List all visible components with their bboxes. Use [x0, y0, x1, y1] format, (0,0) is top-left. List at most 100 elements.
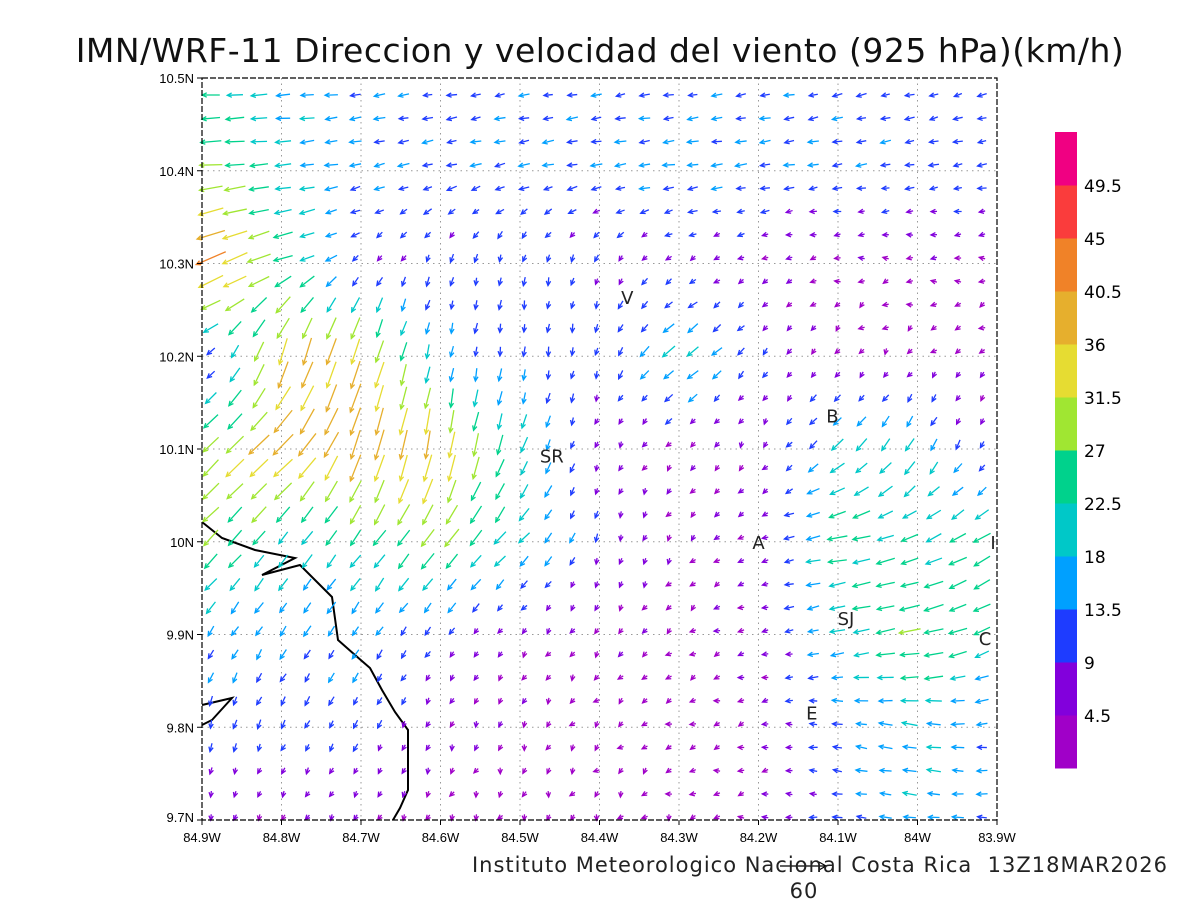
wind-vector-head	[349, 561, 356, 569]
wind-vector	[713, 534, 720, 541]
wind-vector-shaft	[474, 322, 479, 334]
wind-vector	[247, 275, 270, 287]
wind-vector-head	[881, 231, 888, 238]
wind-vector-shaft	[350, 360, 361, 389]
wind-vector	[954, 348, 961, 355]
wind-vector	[494, 92, 505, 98]
wind-vector	[663, 231, 673, 238]
wind-vector-shaft	[303, 602, 312, 613]
wind-vector-shaft	[374, 504, 386, 525]
wind-vector-head	[256, 654, 262, 661]
wind-vector	[664, 393, 674, 403]
wind-vector-shaft	[425, 430, 431, 459]
wind-vector	[324, 455, 339, 481]
wind-vector-head	[375, 607, 381, 614]
wind-vector	[758, 162, 771, 168]
wind-vector-shaft	[199, 163, 223, 166]
wind-vector-head	[546, 721, 552, 729]
wind-vector-head	[686, 162, 693, 168]
wind-vector-head	[207, 630, 213, 638]
wind-vector-head	[712, 768, 720, 774]
wind-vector-head	[495, 493, 501, 501]
wind-vector	[589, 162, 603, 168]
wind-vector-shaft	[495, 506, 506, 523]
wind-vector-shaft	[901, 676, 919, 679]
wind-vector-head	[521, 674, 528, 681]
wind-vector	[905, 208, 914, 215]
wind-vector-head	[593, 373, 600, 380]
wind-vector-head	[761, 464, 768, 471]
wind-vector-head	[785, 278, 792, 284]
wind-vector	[569, 323, 576, 334]
wind-vector-head	[545, 421, 551, 429]
wind-vector-head	[974, 514, 981, 520]
wind-vector	[784, 628, 794, 634]
wind-vector	[782, 162, 795, 168]
wind-vector-head	[805, 581, 812, 588]
wind-vector-head	[231, 653, 237, 660]
wind-vector	[664, 255, 672, 261]
wind-vector-shaft	[760, 93, 770, 97]
wind-vector	[498, 721, 504, 729]
wind-vector-shaft	[421, 552, 435, 570]
wind-vector-head	[829, 490, 836, 496]
wind-vector	[229, 578, 241, 592]
wind-vector-head	[663, 231, 671, 238]
wind-vector-head	[808, 185, 815, 191]
wind-vector-head	[594, 652, 600, 659]
wind-vector	[974, 650, 990, 659]
wind-vector	[249, 92, 268, 99]
wind-vector-shaft	[398, 479, 410, 504]
wind-vector	[521, 791, 528, 798]
wind-vector	[348, 115, 362, 122]
wind-vector	[713, 581, 720, 588]
wind-vector	[784, 697, 793, 704]
wind-vector-shaft	[399, 407, 409, 435]
wind-vector-head	[594, 628, 600, 635]
wind-vector-shaft	[641, 324, 649, 332]
wind-vector-shaft	[591, 116, 602, 120]
wind-vector-head	[449, 721, 455, 728]
wind-vector	[665, 697, 672, 704]
wind-vector-shaft	[274, 208, 292, 215]
wind-vector	[274, 275, 292, 288]
wind-vector-head	[325, 359, 331, 366]
wind-vector-head	[954, 301, 961, 307]
wind-vector	[761, 371, 769, 379]
wind-vector-shaft	[300, 163, 314, 167]
wind-vector	[737, 581, 745, 587]
wind-vector	[638, 162, 651, 168]
wind-vector	[570, 370, 576, 380]
wind-vector	[199, 139, 222, 145]
wind-vector-shaft	[639, 139, 650, 144]
wind-vector-head	[877, 491, 885, 497]
wind-vector-head	[449, 651, 455, 658]
wind-vector-shaft	[206, 370, 216, 379]
wind-vector-head	[953, 467, 960, 474]
wind-vector	[246, 253, 271, 264]
wind-vector	[251, 506, 267, 524]
wind-vector-head	[423, 402, 430, 410]
wind-vector-head	[637, 115, 645, 122]
wind-vector-head	[828, 513, 835, 519]
wind-vector-shaft	[975, 650, 990, 658]
wind-vector	[349, 407, 362, 437]
wind-vector	[736, 255, 745, 261]
wind-vector	[445, 162, 458, 168]
wind-vector-head	[805, 512, 813, 518]
wind-vector-head	[690, 441, 696, 448]
wind-vector-head	[592, 767, 599, 773]
wind-vector	[882, 278, 889, 285]
wind-vector-shaft	[469, 529, 483, 546]
wind-vector-shaft	[856, 723, 867, 726]
wind-vector	[905, 232, 913, 238]
wind-vector	[593, 231, 600, 239]
wind-vector-shaft	[856, 745, 868, 750]
wind-vector	[349, 480, 362, 503]
wind-vector-head	[566, 162, 573, 168]
wind-vector	[761, 697, 769, 703]
wind-vector	[546, 814, 552, 822]
colorbar-swatch	[1055, 556, 1077, 610]
wind-vector-head	[688, 791, 696, 797]
